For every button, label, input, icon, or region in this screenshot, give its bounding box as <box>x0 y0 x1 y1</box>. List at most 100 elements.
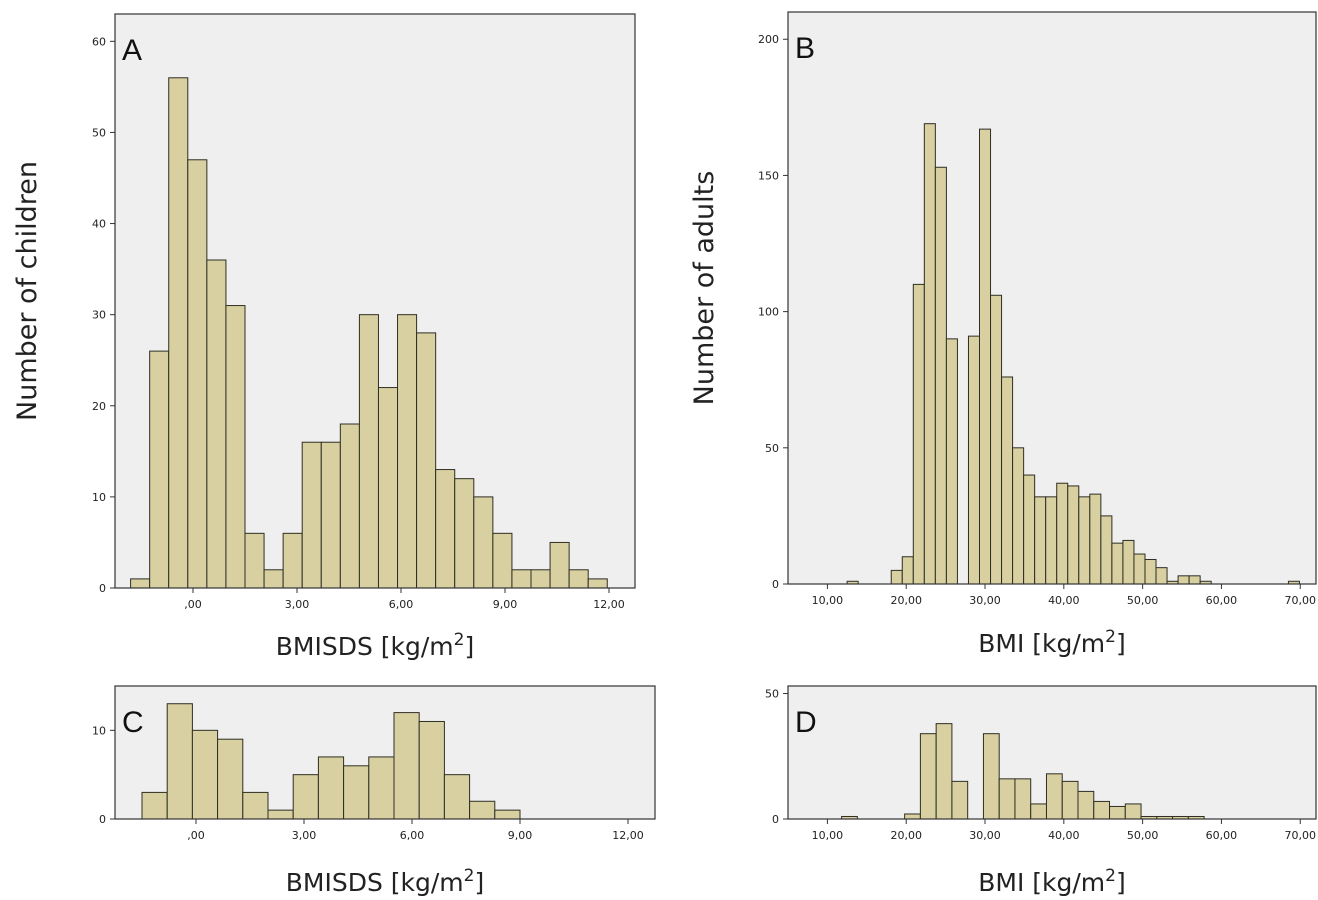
histogram-bar <box>206 259 227 589</box>
y-tick-label: 20 <box>92 400 106 413</box>
histogram-bar <box>282 532 303 589</box>
histogram-bar <box>267 809 294 820</box>
y-tick-label: 60 <box>92 35 106 48</box>
histogram-bar <box>1045 773 1063 820</box>
histogram-bar <box>1012 447 1025 585</box>
histogram-bar <box>1122 539 1135 585</box>
histogram-bar <box>416 332 437 589</box>
histogram-bar <box>1144 558 1157 585</box>
panel-a: ,00 3,00 6,00 9,00 12,00 0 10 20 30 40 50 60 A BMISDS… <box>12 13 636 661</box>
histogram-bar <box>443 774 471 820</box>
histogram-bar <box>191 729 219 820</box>
x-tick-label: ,00 <box>184 598 202 611</box>
y-tick-label: 10 <box>92 724 106 737</box>
x-tick-label: ,00 <box>187 829 205 842</box>
plot-background <box>788 12 1316 584</box>
histogram-bar <box>901 556 914 585</box>
histogram-bar <box>1093 800 1111 820</box>
histogram-bar <box>982 733 1000 820</box>
plot-frame <box>114 13 636 589</box>
x-tick-label: 70,00 <box>1284 829 1316 842</box>
histogram-bar <box>912 283 925 585</box>
x-tick-label: 60,00 <box>1206 829 1238 842</box>
histogram-bar <box>397 314 418 589</box>
histogram-bar <box>217 738 244 820</box>
x-tick-label: 40,00 <box>1048 594 1080 607</box>
histogram-bar <box>1030 803 1047 820</box>
y-tick-label: 40 <box>92 218 106 231</box>
x-axis-title: BMISDS [kg/m2] <box>276 630 475 661</box>
y-tick-label: 50 <box>765 688 779 701</box>
histogram-bar <box>935 723 953 820</box>
y-tick-label: 0 <box>99 582 106 595</box>
y-tick-label: 30 <box>92 309 106 322</box>
histogram-bar <box>168 77 189 589</box>
x-tick-label: 3,00 <box>292 829 317 842</box>
histogram-bar <box>568 569 589 589</box>
histogram-bar <box>469 800 496 820</box>
histogram-bar <box>1045 496 1058 585</box>
x-tick-label: 20,00 <box>890 594 922 607</box>
plot-frame <box>787 685 1317 820</box>
histogram-bar <box>1077 790 1095 820</box>
y-tick-label: 200 <box>758 33 779 46</box>
histogram-bar <box>1078 496 1091 585</box>
histogram-bar <box>263 569 284 589</box>
histogram-bar <box>1089 493 1102 585</box>
histogram-bar <box>1109 805 1126 820</box>
histogram-bar <box>435 469 456 589</box>
histogram-bar <box>945 338 958 585</box>
histogram-bar <box>320 441 341 589</box>
plot-frame <box>114 685 656 820</box>
x-tick-label: 6,00 <box>389 598 414 611</box>
histogram-bar <box>418 720 445 820</box>
histogram-bar <box>1023 474 1036 585</box>
histogram-bar <box>454 478 475 589</box>
x-tick-label: 9,00 <box>508 829 533 842</box>
x-tick-label: 12,00 <box>593 598 625 611</box>
histogram-bar <box>368 756 395 820</box>
histogram-bar <box>951 780 969 820</box>
panel-d: 10,00 20,00 30,00 40,00 50,00 60,00 70,00 0 50 D B… <box>765 685 1317 897</box>
y-tick-label: 0 <box>99 813 106 826</box>
panel-c: ,00 3,00 6,00 9,00 12,00 0 10 C BMISDS [kg/m2] <box>92 685 656 897</box>
histogram-bar <box>1067 485 1080 585</box>
histogram-bar <box>1124 803 1142 820</box>
histogram-bar <box>587 578 608 589</box>
x-tick-label: 70,00 <box>1284 594 1316 607</box>
x-tick-label: 9,00 <box>493 598 518 611</box>
histogram-bar <box>967 335 980 585</box>
x-axis-title: BMI [kg/m2] <box>978 866 1126 897</box>
x-tick-label: 3,00 <box>285 598 310 611</box>
y-axis-title: Number of adults <box>689 171 720 406</box>
histogram-bar <box>904 813 921 820</box>
histogram-bar <box>343 765 370 820</box>
histogram-bar <box>187 159 208 589</box>
histogram-bar <box>549 541 570 589</box>
x-axis-title: BMI [kg/m2] <box>978 627 1126 658</box>
histogram-bar <box>339 423 360 589</box>
x-tick-label: 30,00 <box>969 829 1001 842</box>
histogram-bar <box>1111 542 1124 585</box>
histogram-bar <box>1014 778 1032 820</box>
y-tick-label: 50 <box>92 126 106 139</box>
histogram-bar <box>225 305 246 589</box>
x-tick-label: 20,00 <box>890 829 922 842</box>
panel-letter: B <box>795 32 815 65</box>
histogram-bar <box>919 733 937 820</box>
histogram-bar <box>141 791 168 820</box>
histogram-bar <box>1100 515 1113 585</box>
x-tick-label: 12,00 <box>612 829 644 842</box>
histogram-bar <box>1061 780 1079 820</box>
histogram-bar <box>511 569 532 589</box>
histogram-bar <box>1177 575 1190 585</box>
x-tick-label: 10,00 <box>812 829 844 842</box>
panel-letter: D <box>795 706 817 739</box>
histogram-bar <box>166 703 193 820</box>
x-tick-label: 10,00 <box>812 594 844 607</box>
histogram-bar <box>934 166 947 585</box>
panel-letter: C <box>122 706 144 739</box>
histogram-bar <box>473 496 494 589</box>
x-axis-title: BMISDS [kg/m2] <box>286 866 485 897</box>
